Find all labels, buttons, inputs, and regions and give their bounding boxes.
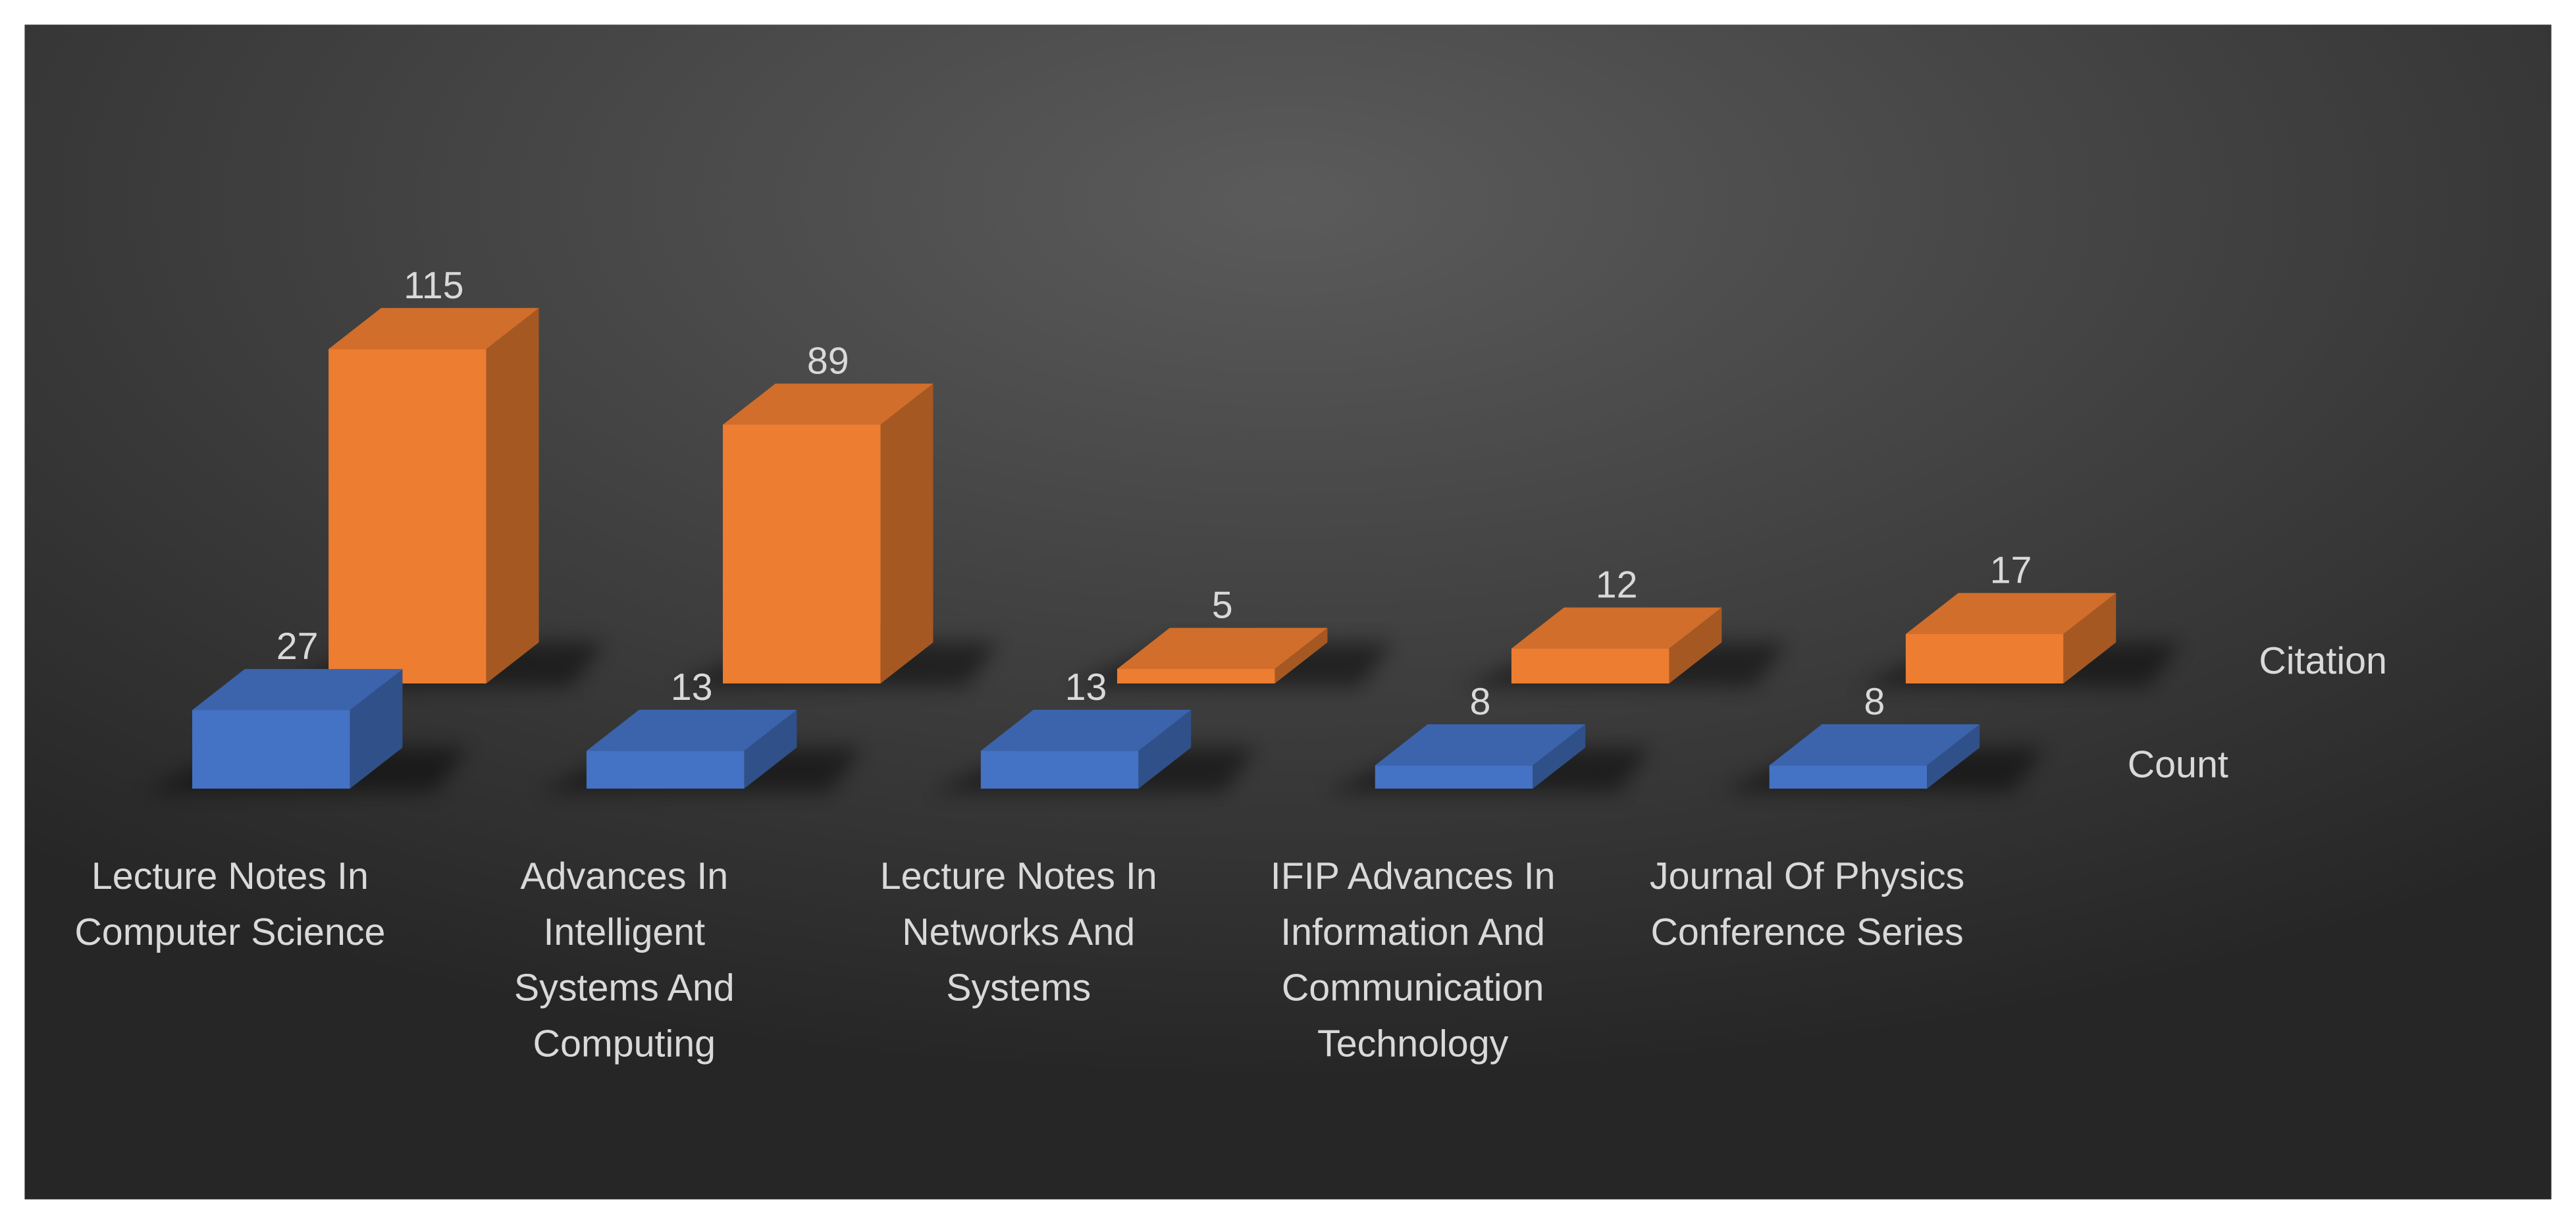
- data-label: 27: [276, 625, 319, 668]
- bar-front: [723, 424, 881, 684]
- data-label: 89: [807, 340, 849, 383]
- bar-side: [1669, 607, 1722, 684]
- bar-side: [486, 307, 539, 684]
- series-label: Citation: [2259, 640, 2387, 682]
- bar-side: [350, 669, 403, 789]
- bar: [1325, 724, 1652, 792]
- bar-front: [1375, 765, 1533, 789]
- data-label: 13: [1065, 666, 1107, 708]
- data-label: 12: [1596, 564, 1638, 606]
- bar-top: [980, 709, 1192, 751]
- data-label: 115: [404, 265, 463, 307]
- category-label: Lecture Notes In Networks And Systems: [880, 855, 1157, 1009]
- bar: [931, 709, 1257, 792]
- bar: [1462, 607, 1788, 687]
- bar-top: [1511, 607, 1722, 649]
- bar-side: [880, 383, 933, 684]
- bar-side: [1275, 627, 1328, 684]
- data-label: 13: [671, 666, 713, 708]
- bar-top: [586, 709, 797, 751]
- data-label: 5: [1212, 585, 1233, 627]
- bar-top: [1375, 724, 1586, 766]
- bar-side: [744, 709, 797, 789]
- data-label: 8: [1864, 681, 1885, 723]
- category-label: Journal Of Physics Conference Series: [1650, 855, 1964, 953]
- category-label: Advances In Intelligent Systems And Computi…: [514, 855, 735, 1065]
- bar: [673, 383, 999, 687]
- bar-front: [1511, 649, 1669, 684]
- bar-side: [1927, 724, 1980, 789]
- bar-side: [2063, 593, 2116, 684]
- bar: [279, 307, 605, 687]
- bar-top: [1905, 593, 2116, 634]
- series-label: Count: [2128, 743, 2228, 785]
- bar-top: [723, 383, 933, 425]
- bar-top: [192, 669, 403, 710]
- bar-front: [1769, 765, 1928, 789]
- bar: [1068, 627, 1394, 687]
- category-label: IFIP Advances In Information And Communica…: [1271, 855, 1556, 1065]
- bar-top: [329, 307, 539, 350]
- bar-front: [1905, 633, 2064, 684]
- data-label: 8: [1470, 681, 1491, 723]
- bar-front: [329, 349, 486, 684]
- bar: [537, 709, 863, 792]
- category-label: Lecture Notes In Computer Science: [74, 855, 385, 953]
- bar-side: [1138, 709, 1192, 789]
- bar-side: [1533, 724, 1586, 789]
- bar-front: [980, 751, 1139, 789]
- bar: [1720, 724, 2045, 792]
- bar-top: [1117, 627, 1328, 669]
- bar: [143, 669, 469, 792]
- data-label: 17: [1990, 550, 2032, 592]
- bar-front: [586, 751, 745, 789]
- bar: [1856, 593, 2182, 687]
- bar-front: [192, 710, 350, 789]
- bar-top: [1769, 724, 1980, 766]
- bar-front: [1117, 668, 1275, 684]
